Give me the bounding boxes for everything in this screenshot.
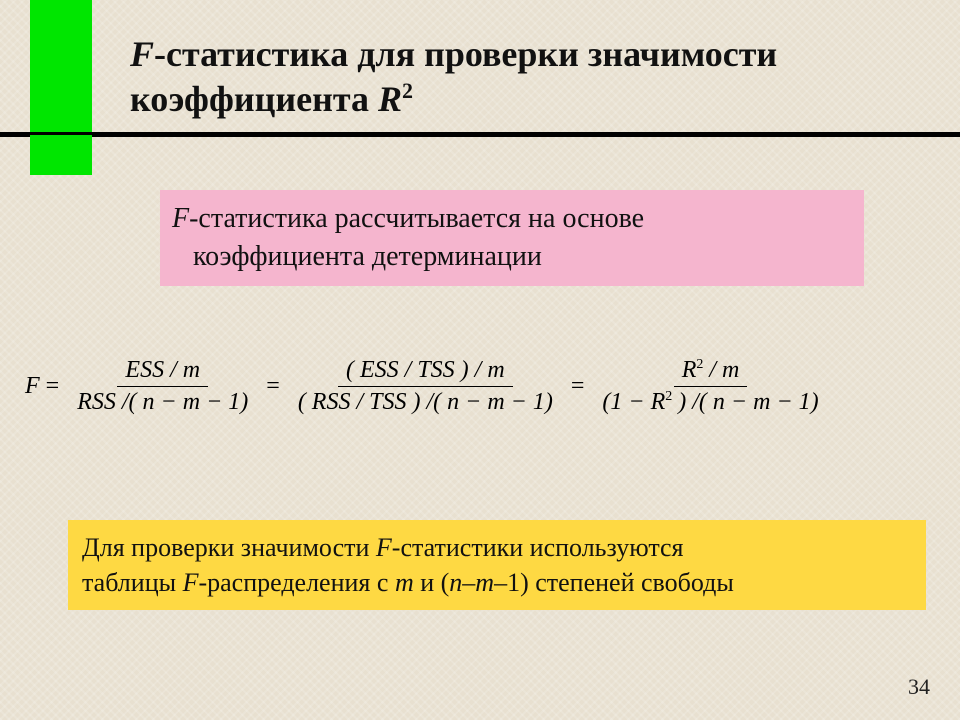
formula-f3-den: (1 − R2 ) /( n − m − 1) <box>594 387 826 418</box>
f3-num-a: R <box>682 357 697 383</box>
pink-line1: -статистика рассчитывается на основе <box>189 203 644 234</box>
orange-l2-F: F <box>183 568 199 597</box>
orange-l2-m: m <box>395 568 414 597</box>
orange-l1-b: -статистики используются <box>392 533 684 562</box>
orange-l2-d: – <box>462 568 475 597</box>
formula-f2-num: ( ESS / TSS ) / m <box>338 355 513 387</box>
orange-l2-e: –1) степеней свободы <box>494 568 734 597</box>
orange-callout: Для проверки значимости F-статистики исп… <box>68 520 926 610</box>
accent-block-top <box>30 0 92 135</box>
title-text: -статистика для проверки значимости коэф… <box>130 34 777 119</box>
f3-den-a: (1 − R <box>602 389 665 415</box>
slide-title: F-статистика для проверки значимости коэ… <box>130 32 930 122</box>
formula-f2-den: ( RSS / TSS ) /( n − m − 1) <box>290 387 561 418</box>
formula-lhs: F <box>25 373 40 400</box>
pink-f-italic: F <box>172 203 189 234</box>
formula-frac2: ( ESS / TSS ) / m ( RSS / TSS ) /( n − m… <box>290 355 561 418</box>
page-number: 34 <box>908 674 930 700</box>
formula-frac3: R2 / m (1 − R2 ) /( n − m − 1) <box>594 355 826 418</box>
orange-l1-F: F <box>376 533 392 562</box>
title-divider <box>0 132 960 137</box>
pink-line2: коэффициента детерминации <box>193 241 542 272</box>
orange-l2-c: и ( <box>414 568 450 597</box>
orange-l2-b: -распределения с <box>198 568 394 597</box>
title-r-sup: 2 <box>402 78 413 103</box>
formula-eq3: = <box>571 373 585 400</box>
accent-block-strip <box>30 135 92 175</box>
formula-eq2: = <box>266 373 280 400</box>
orange-l2-n: n <box>449 568 462 597</box>
pink-callout: F-статистика рассчитывается на основе ко… <box>160 190 864 286</box>
orange-l1-a: Для проверки значимости <box>82 533 376 562</box>
formula-f1-den: RSS /( n − m − 1) <box>69 387 256 418</box>
formula-frac1: ESS / m RSS /( n − m − 1) <box>69 355 256 418</box>
title-f-italic: F <box>130 34 154 74</box>
orange-l2-m2: m <box>475 568 494 597</box>
formula-eq1: = <box>46 373 60 400</box>
formula-f1-num: ESS / m <box>117 355 208 387</box>
f-statistic-formula: F = ESS / m RSS /( n − m − 1) = ( ESS / … <box>25 355 940 418</box>
title-r-italic: R <box>378 79 402 119</box>
f3-num-b: / m <box>703 357 739 383</box>
formula-f3-num: R2 / m <box>674 355 748 387</box>
orange-l2-a: таблицы <box>82 568 183 597</box>
f3-den-b: ) /( n − m − 1) <box>672 389 818 415</box>
